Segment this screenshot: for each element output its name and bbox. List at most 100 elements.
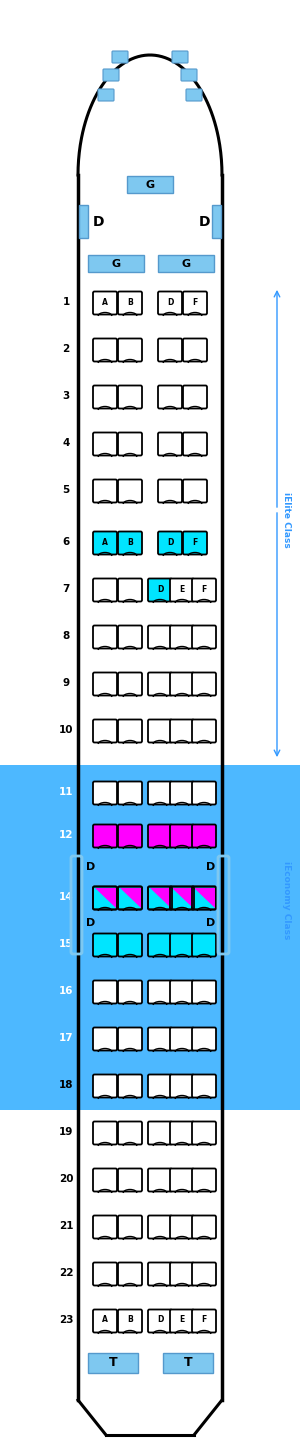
- FancyBboxPatch shape: [192, 934, 216, 956]
- FancyBboxPatch shape: [118, 531, 142, 554]
- FancyBboxPatch shape: [112, 51, 128, 63]
- FancyBboxPatch shape: [93, 720, 117, 742]
- FancyBboxPatch shape: [148, 1168, 172, 1192]
- FancyBboxPatch shape: [118, 886, 142, 909]
- FancyBboxPatch shape: [148, 886, 172, 909]
- FancyBboxPatch shape: [192, 1027, 216, 1051]
- Text: 5: 5: [62, 485, 70, 495]
- FancyBboxPatch shape: [148, 626, 172, 649]
- FancyBboxPatch shape: [172, 51, 188, 63]
- FancyBboxPatch shape: [93, 531, 117, 554]
- FancyBboxPatch shape: [118, 981, 142, 1004]
- Text: 6: 6: [62, 537, 70, 547]
- Text: iEconomy Class: iEconomy Class: [283, 861, 292, 938]
- FancyBboxPatch shape: [118, 339, 142, 361]
- FancyBboxPatch shape: [93, 981, 117, 1004]
- FancyBboxPatch shape: [93, 339, 117, 361]
- FancyBboxPatch shape: [183, 432, 207, 455]
- Text: T: T: [109, 1356, 117, 1369]
- Text: 16: 16: [59, 986, 73, 997]
- Text: 17: 17: [59, 1033, 73, 1043]
- FancyBboxPatch shape: [192, 981, 216, 1004]
- FancyBboxPatch shape: [170, 579, 194, 601]
- Text: 4: 4: [62, 438, 70, 448]
- Text: D: D: [86, 861, 96, 872]
- Polygon shape: [119, 888, 140, 908]
- FancyBboxPatch shape: [170, 1263, 194, 1286]
- FancyBboxPatch shape: [148, 1122, 172, 1145]
- FancyBboxPatch shape: [170, 1027, 194, 1051]
- FancyBboxPatch shape: [118, 1310, 142, 1333]
- Text: E: E: [179, 1315, 184, 1324]
- Text: G: G: [111, 259, 121, 269]
- FancyBboxPatch shape: [118, 1027, 142, 1051]
- FancyBboxPatch shape: [170, 825, 194, 847]
- FancyBboxPatch shape: [93, 579, 117, 601]
- FancyBboxPatch shape: [170, 1310, 194, 1333]
- FancyBboxPatch shape: [118, 934, 142, 956]
- FancyBboxPatch shape: [98, 89, 114, 100]
- Polygon shape: [94, 888, 116, 908]
- FancyBboxPatch shape: [192, 1122, 216, 1145]
- Text: A: A: [102, 1315, 108, 1324]
- FancyBboxPatch shape: [170, 981, 194, 1004]
- Text: D: D: [167, 537, 173, 547]
- Text: 2: 2: [62, 343, 70, 354]
- FancyBboxPatch shape: [93, 1263, 117, 1286]
- Text: D: D: [206, 918, 216, 928]
- FancyBboxPatch shape: [148, 1215, 172, 1238]
- FancyBboxPatch shape: [93, 1122, 117, 1145]
- FancyBboxPatch shape: [148, 981, 172, 1004]
- FancyBboxPatch shape: [170, 720, 194, 742]
- Text: F: F: [201, 1315, 207, 1324]
- FancyBboxPatch shape: [93, 1215, 117, 1238]
- Text: T: T: [184, 1356, 192, 1369]
- FancyBboxPatch shape: [170, 781, 194, 805]
- Text: G: G: [146, 180, 154, 191]
- FancyBboxPatch shape: [118, 1074, 142, 1097]
- FancyBboxPatch shape: [93, 886, 117, 909]
- FancyBboxPatch shape: [93, 291, 117, 314]
- FancyBboxPatch shape: [170, 1122, 194, 1145]
- Text: A: A: [102, 297, 108, 307]
- Text: 8: 8: [62, 631, 70, 642]
- Text: D: D: [157, 585, 163, 594]
- Text: 23: 23: [59, 1315, 73, 1326]
- FancyBboxPatch shape: [118, 672, 142, 695]
- Text: 9: 9: [62, 678, 70, 688]
- FancyBboxPatch shape: [192, 1215, 216, 1238]
- FancyBboxPatch shape: [148, 825, 172, 847]
- FancyBboxPatch shape: [192, 626, 216, 649]
- FancyBboxPatch shape: [148, 1310, 172, 1333]
- FancyBboxPatch shape: [170, 934, 194, 956]
- FancyBboxPatch shape: [183, 386, 207, 409]
- FancyBboxPatch shape: [118, 626, 142, 649]
- FancyBboxPatch shape: [148, 1027, 172, 1051]
- Text: F: F: [192, 297, 198, 307]
- FancyBboxPatch shape: [170, 626, 194, 649]
- Polygon shape: [0, 870, 78, 989]
- Polygon shape: [172, 888, 193, 908]
- Text: B: B: [127, 1315, 133, 1324]
- FancyBboxPatch shape: [148, 1263, 172, 1286]
- FancyBboxPatch shape: [192, 579, 216, 601]
- FancyBboxPatch shape: [93, 781, 117, 805]
- Text: F: F: [192, 537, 198, 547]
- FancyBboxPatch shape: [93, 672, 117, 695]
- FancyBboxPatch shape: [118, 781, 142, 805]
- FancyBboxPatch shape: [183, 339, 207, 361]
- FancyBboxPatch shape: [118, 1168, 142, 1192]
- FancyBboxPatch shape: [148, 934, 172, 956]
- FancyBboxPatch shape: [170, 1168, 194, 1192]
- FancyBboxPatch shape: [170, 886, 194, 909]
- FancyBboxPatch shape: [183, 480, 207, 502]
- FancyBboxPatch shape: [186, 89, 202, 100]
- FancyBboxPatch shape: [183, 291, 207, 314]
- FancyBboxPatch shape: [118, 579, 142, 601]
- Text: 14: 14: [59, 892, 73, 902]
- FancyBboxPatch shape: [93, 386, 117, 409]
- FancyBboxPatch shape: [192, 886, 216, 909]
- Text: 18: 18: [59, 1080, 73, 1090]
- FancyBboxPatch shape: [158, 480, 182, 502]
- Text: 15: 15: [59, 938, 73, 949]
